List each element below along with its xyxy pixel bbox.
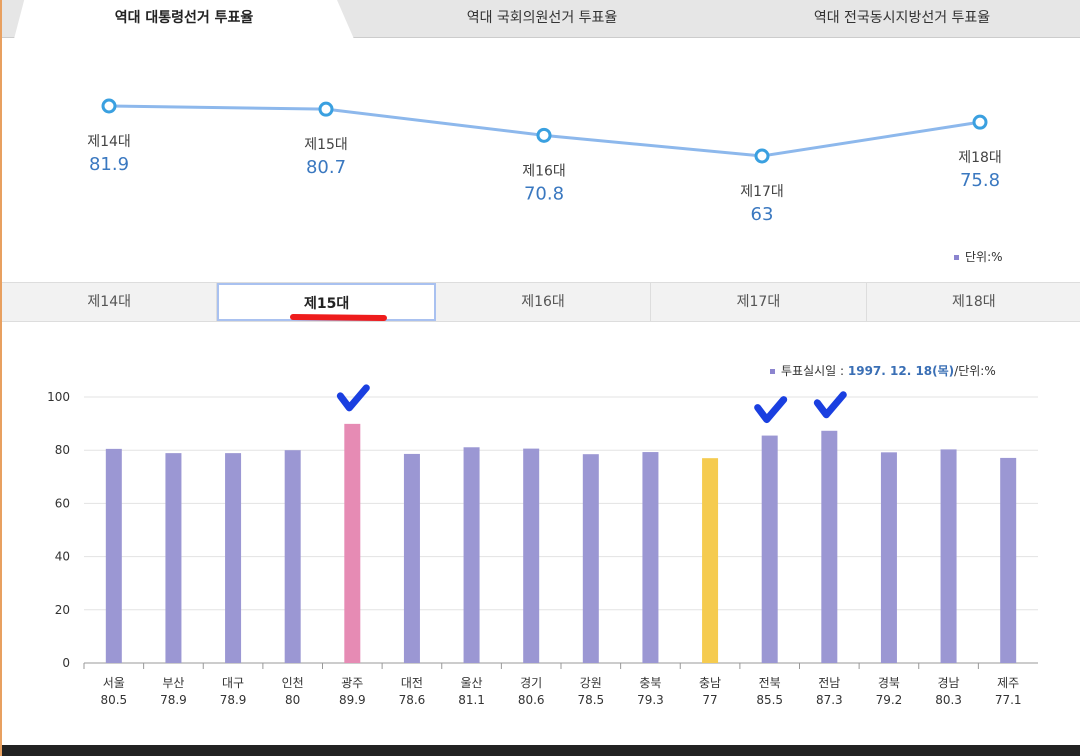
bar-경북: [880, 452, 897, 663]
bar-대전: [403, 453, 420, 663]
x-tick-label: 충남: [699, 676, 721, 690]
bar-value-label: 80: [285, 693, 300, 707]
bar-value-label: 81.1: [458, 693, 485, 707]
legend-dot-icon: [954, 255, 959, 260]
bar-경남: [940, 449, 957, 663]
bar-value-label: 80.5: [100, 693, 127, 707]
x-tick-label: 광주: [341, 676, 363, 690]
chart-meta: 투표실시일 : 1997. 12. 18(목)/단위:%: [770, 362, 996, 379]
underline-annotation: [290, 314, 387, 321]
y-tick-label: 60: [55, 496, 70, 510]
trend-label: 제15대: [304, 137, 348, 153]
trend-marker: [101, 98, 117, 114]
bar-value-label: 85.5: [756, 693, 783, 707]
trend-marker: [972, 114, 988, 130]
bar-부산: [165, 453, 182, 663]
tab-presidential[interactable]: 역대 대통령선거 투표율: [14, 0, 354, 39]
trend-value: 81.9: [89, 154, 129, 175]
bar-value-label: 87.3: [816, 693, 843, 707]
bar-value-label: 77: [702, 693, 717, 707]
y-tick-label: 80: [55, 443, 70, 457]
trend-unit-label: 단위:%: [954, 248, 1003, 265]
unit-text: 단위:%: [965, 250, 1003, 264]
x-tick-label: 인천: [282, 675, 304, 690]
election-date: 1997. 12. 18(목): [847, 364, 955, 378]
trend-label: 제16대: [522, 163, 566, 179]
trend-value: 75.8: [960, 170, 1000, 191]
turnout-trend-chart: 제14대 81.9 제15대 80.7 제16대 70.8 제17대 63 제18대 75.8: [87, 98, 1002, 225]
sub-tab-18[interactable]: 제18대: [867, 283, 1080, 321]
x-tick-label: 충북: [639, 676, 661, 690]
trend-label: 제17대: [740, 184, 784, 200]
x-tick-label: 부산: [162, 676, 184, 690]
bar-전북: [761, 435, 778, 663]
bar-value-label: 80.3: [935, 693, 962, 707]
checkmark-icon: [754, 396, 788, 424]
trend-marker: [536, 127, 552, 143]
trend-marker: [318, 101, 334, 117]
bar-대구: [225, 453, 242, 663]
bar-value-label: 89.9: [339, 693, 366, 707]
bar-서울: [105, 448, 122, 663]
bar-경기: [523, 448, 540, 663]
y-tick-label: 40: [55, 550, 70, 564]
x-tick-label: 서울: [103, 676, 125, 690]
trend-value: 70.8: [524, 183, 564, 204]
checkmark-icon: [336, 384, 370, 412]
bar-value-label: 79.3: [637, 693, 664, 707]
sub-tab-14[interactable]: 제14대: [2, 283, 218, 321]
bar-value-label: 80.6: [518, 693, 545, 707]
bar-value-label: 78.9: [220, 693, 247, 707]
y-tick-label: 0: [62, 656, 70, 670]
bar-충남: [702, 458, 719, 663]
x-tick-label: 경남: [938, 676, 960, 690]
bar-value-label: 78.6: [399, 693, 426, 707]
trend-value: 63: [751, 204, 774, 225]
bar-value-label: 78.9: [160, 693, 187, 707]
x-tick-label: 대구: [222, 676, 244, 690]
election-selector: 제14대 제15대 제16대 제17대 제18대: [2, 282, 1080, 322]
checkmark-icon: [813, 391, 847, 419]
x-tick-label: 경기: [520, 676, 542, 690]
bottom-bar: [2, 745, 1080, 756]
x-tick-label: 제주: [997, 676, 1019, 690]
unit-text: /단위:%: [954, 364, 996, 378]
top-tabs: 역대 대통령선거 투표율 역대 국회의원선거 투표율 역대 전국동시지방선거 투…: [2, 0, 1080, 39]
tab-national-assembly[interactable]: 역대 국회의원선거 투표율: [466, 10, 618, 26]
bar-광주: [344, 423, 361, 663]
bar-인천: [284, 450, 301, 663]
x-tick-label: 대전: [401, 676, 423, 690]
bar-울산: [463, 447, 480, 663]
trend-marker: [754, 148, 770, 164]
bar-value-label: 79.2: [876, 693, 903, 707]
trend-label: 제18대: [958, 150, 1002, 166]
y-tick-label: 20: [55, 603, 70, 617]
legend-dot-icon: [770, 369, 775, 374]
regional-turnout-bar-chart: 0 20 40 60 80 100 서울 80.5 부산 78.9 대구 78.9 인천 80 광주 89.9…: [47, 314, 1038, 707]
sub-tab-16[interactable]: 제16대: [436, 283, 652, 321]
sub-tab-15[interactable]: 제15대: [217, 283, 436, 321]
x-tick-label: 경북: [878, 676, 900, 690]
bar-제주: [1000, 457, 1017, 663]
bar-전남: [821, 430, 838, 663]
date-prefix: 투표실시일 :: [781, 364, 848, 378]
x-tick-label: 전남: [818, 676, 840, 690]
tab-local-elections[interactable]: 역대 전국동시지방선거 투표율: [813, 10, 991, 26]
bar-value-label: 78.5: [577, 693, 604, 707]
x-tick-label: 울산: [461, 676, 483, 690]
trend-label: 제14대: [87, 134, 131, 150]
y-tick-label: 100: [47, 390, 70, 404]
x-tick-label: 강원: [580, 676, 602, 690]
trend-value: 80.7: [306, 157, 346, 178]
x-tick-label: 전북: [759, 676, 781, 690]
bar-강원: [582, 454, 599, 663]
bar-value-label: 77.1: [995, 693, 1022, 707]
bar-충북: [642, 452, 659, 663]
sub-tab-17[interactable]: 제17대: [651, 283, 867, 321]
